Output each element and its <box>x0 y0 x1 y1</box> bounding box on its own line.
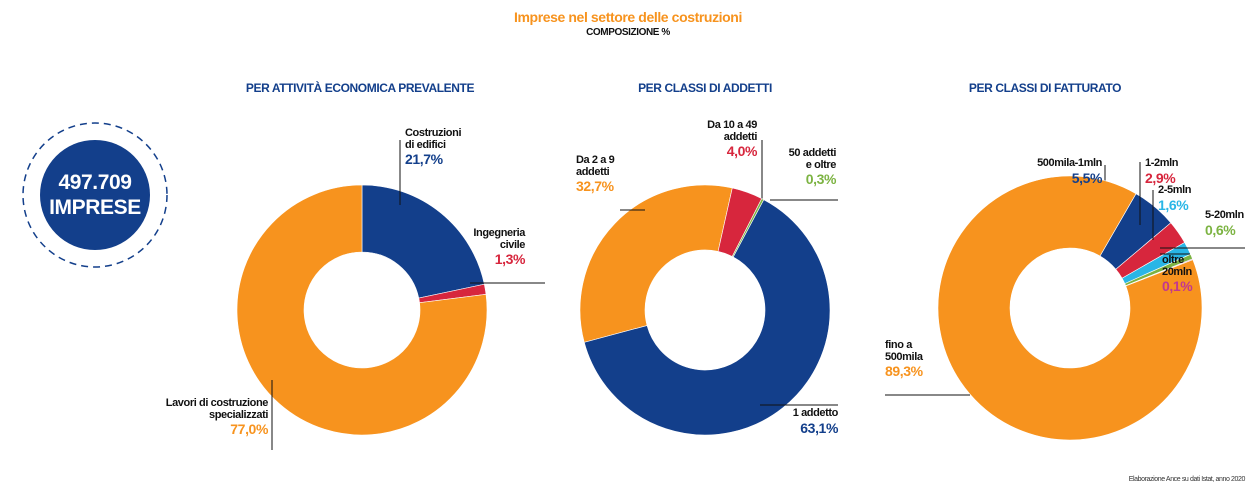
slice-label: 50 addetti e oltre <box>788 147 837 171</box>
slice-value: 5,5% <box>1071 169 1103 186</box>
slice-label: Costruzioni di edifici <box>405 127 462 151</box>
slice-label: 500mila-1mln <box>1037 157 1102 169</box>
slice-label: fino a 500mila <box>885 339 923 363</box>
title: Imprese nel settore delle costruzioni <box>514 9 742 25</box>
slice-value: 1,6% <box>1158 196 1189 213</box>
slice-value: 77,0% <box>230 421 268 437</box>
slice-label: Da 2 a 9 addetti <box>576 154 615 178</box>
badge-label: IMPRESE <box>49 196 141 219</box>
slice-value: 63,1% <box>800 419 838 436</box>
badge-circle <box>40 140 150 250</box>
subtitle: COMPOSIZIONE % <box>586 27 670 38</box>
slice-label: 2-5mln <box>1158 184 1192 196</box>
slice-value: 89,3% <box>885 363 923 379</box>
slice-label: oltre 20mln <box>1162 254 1192 278</box>
slice-value: 0,6% <box>1205 221 1236 238</box>
slice-label: Ingegneria civile <box>473 227 525 251</box>
slice-label: Lavori di costruzione specializzati <box>165 397 269 421</box>
slice-value: 1,3% <box>494 251 526 267</box>
slice-value: 0,1% <box>1162 278 1193 294</box>
slice-value: 32,7% <box>576 178 614 194</box>
chart-title: PER CLASSI DI FATTURATO <box>968 81 1122 95</box>
slice-value: 2,9% <box>1145 169 1176 186</box>
slice-label: 1-2mln <box>1145 157 1179 169</box>
donut-slice <box>579 184 733 343</box>
slice-label: 5-20mln <box>1205 209 1244 221</box>
slice-label: Da 10 a 49 addetti <box>707 119 757 143</box>
slice-label: 1 addetto <box>792 407 839 419</box>
chart-title: PER CLASSI DI ADDETTI <box>638 81 772 95</box>
donut-slice <box>937 175 1203 441</box>
slice-value: 4,0% <box>726 143 758 159</box>
donut-slice <box>361 184 485 299</box>
slice-value: 0,3% <box>805 171 837 187</box>
slice-value: 21,7% <box>405 151 443 167</box>
source-note: Elaborazione Ance su dati Istat, anno 20… <box>1128 476 1246 483</box>
badge-value: 497.709 <box>58 171 132 194</box>
badge-ring <box>22 122 168 268</box>
donut-slice <box>583 199 831 436</box>
chart-title: PER ATTIVITÀ ECONOMICA PREVALENTE <box>245 81 475 95</box>
donut-slice <box>236 184 488 436</box>
